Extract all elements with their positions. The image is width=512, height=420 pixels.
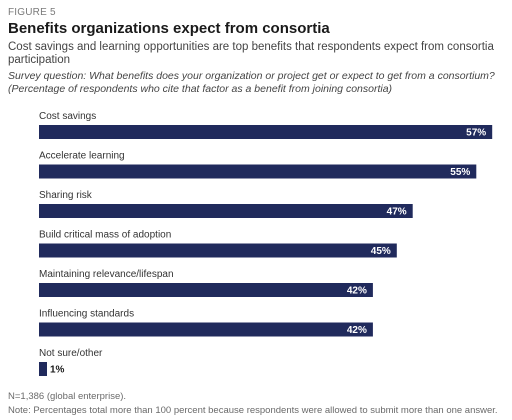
bar	[39, 125, 493, 139]
category-label: Sharing risk	[39, 190, 93, 201]
category-label: Build critical mass of adoption	[39, 230, 171, 241]
bar	[39, 362, 47, 376]
value-label: 57%	[466, 128, 486, 139]
bar	[39, 243, 397, 258]
bar	[39, 283, 373, 297]
value-label: 45%	[371, 246, 391, 257]
value-label: 42%	[347, 325, 367, 336]
category-label: Not sure/other	[39, 348, 103, 359]
source-note: N=1,386 (global enterprise).	[8, 391, 127, 402]
bar	[39, 164, 477, 179]
chart-title: Benefits organizations expect from conso…	[8, 20, 330, 37]
category-label: Accelerate learning	[39, 151, 125, 162]
value-label: 1%	[50, 365, 65, 376]
category-label: Maintaining relevance/lifespan	[39, 269, 174, 280]
bar	[39, 204, 413, 218]
figure-label: FIGURE 5	[8, 7, 56, 18]
value-label: 47%	[387, 207, 407, 218]
value-label: 42%	[347, 286, 367, 297]
survey-question: Survey question: What benefits does your…	[8, 70, 495, 95]
category-label: Cost savings	[39, 111, 96, 122]
bar	[39, 322, 373, 337]
footnote: Note: Percentages total more than 100 pe…	[8, 405, 498, 416]
chart-subtitle: Cost savings and learning opportunities …	[8, 41, 494, 66]
value-label: 55%	[450, 167, 470, 178]
category-label: Influencing standards	[39, 309, 134, 320]
